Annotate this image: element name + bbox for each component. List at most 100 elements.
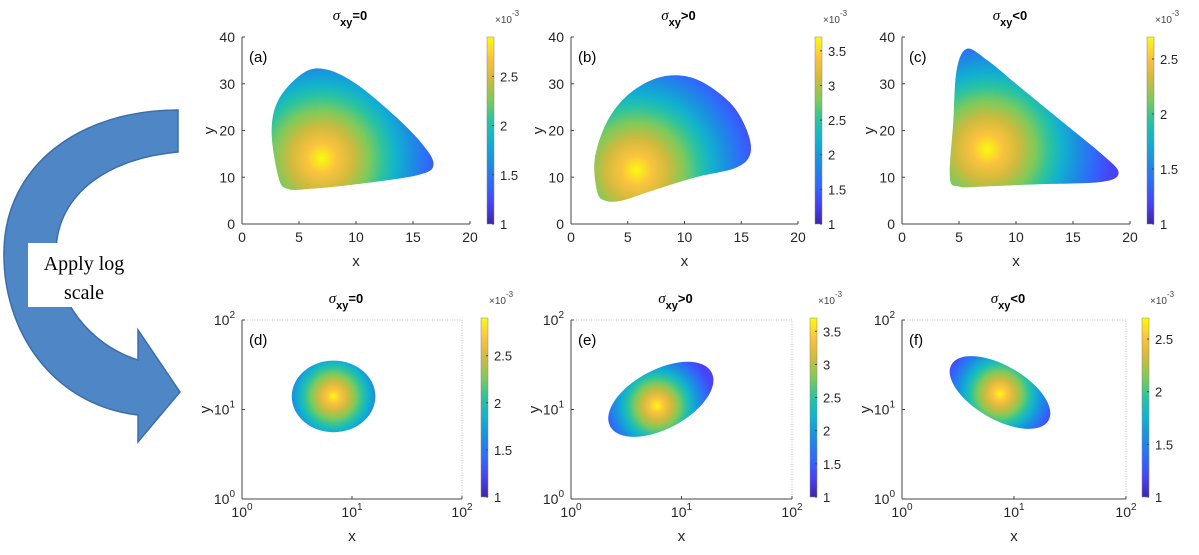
colorbar-gradient <box>809 317 818 498</box>
colorbar-tick-label: 1 <box>1155 490 1162 505</box>
x-tick-label: 0 <box>898 229 906 245</box>
colorbar: 1 1.5 2 2.5 3 3.5 ×10-3 <box>814 9 848 232</box>
colorbar: 1 1.5 2 2.5 3 3.5 ×10-3 <box>809 290 843 505</box>
y-tick-label: 101 <box>214 400 236 418</box>
x-tick-label: 15 <box>405 229 421 245</box>
x-axis-label: x <box>1012 253 1020 270</box>
curved-arrow-icon <box>3 109 181 445</box>
x-tick-label: 101 <box>671 502 693 520</box>
chart-title: σxy=0 <box>333 8 367 29</box>
chart-panel-c: 0 5 10 15 20 0 10 20 30 40 x y (c) σxy<0 1 1.5 2 2.5 ×10-3 <box>861 8 1180 270</box>
colorbar: 1 1.5 2 2.5 ×10-3 <box>486 9 520 232</box>
x-tick-label: 0 <box>238 229 246 245</box>
y-axis-label: y <box>530 126 547 134</box>
y-tick-label: 40 <box>879 29 895 45</box>
x-tick-label: 101 <box>1003 502 1025 520</box>
y-axis-label: y <box>197 405 214 413</box>
chart-title: σxy<0 <box>991 291 1025 312</box>
colorbar-tick-label: 2 <box>500 119 507 134</box>
x-axis-label: x <box>348 528 356 545</box>
colorbar-multiplier: ×10-3 <box>1155 9 1180 26</box>
chart-title: σxy>0 <box>661 8 695 29</box>
y-tick-label: 0 <box>227 216 235 232</box>
colorbar-tick-label: 2.5 <box>1160 52 1178 67</box>
colorbar-tick-label: 1 <box>828 217 835 232</box>
colorbar-gradient <box>1146 36 1155 225</box>
y-tick-label: 10 <box>219 169 235 185</box>
y-tick-label: 40 <box>219 29 235 45</box>
y-tick-label: 102 <box>214 310 236 328</box>
y-tick-label: 100 <box>874 489 896 507</box>
colorbar-tick-label: 3 <box>828 78 835 93</box>
y-tick-label: 100 <box>543 489 565 507</box>
arrow-label-line2: scale <box>64 282 104 304</box>
colorbar-tick-label: 2 <box>1160 107 1167 122</box>
colorbar-tick-label: 3 <box>823 357 830 372</box>
colorbar-tick-label: 2 <box>828 148 835 163</box>
x-tick-label: 102 <box>1115 502 1137 520</box>
colorbar-tick-label: 1.5 <box>828 182 846 197</box>
chart-title: σxy<0 <box>993 8 1027 29</box>
colorbar-multiplier: ×10-3 <box>489 290 514 307</box>
colorbar-tick-label: 3.5 <box>823 324 841 339</box>
colorbar-tick-label: 2.5 <box>828 113 846 128</box>
y-tick-label: 101 <box>543 400 565 418</box>
x-axis-label: x <box>681 253 689 270</box>
chart-panel-b: 0 5 10 15 20 0 10 20 30 40 x y (b) σxy>0 1 1.5 2 2.5 3 3.5 ×… <box>530 8 848 270</box>
colorbar: 1 1.5 2 2.5 ×10-3 <box>1141 290 1175 505</box>
x-tick-label: 15 <box>1065 229 1081 245</box>
y-tick-label: 30 <box>219 76 235 92</box>
x-tick-label: 10 <box>677 229 693 245</box>
arrow-label-line1: Apply log <box>44 253 125 275</box>
colorbar: 1 1.5 2 2.5 ×10-3 <box>480 290 514 505</box>
x-tick-label: 102 <box>451 502 473 520</box>
colorbar-tick-label: 2 <box>494 396 501 411</box>
colorbar-multiplier: ×10-3 <box>818 290 843 307</box>
y-axis-label: y <box>201 126 218 134</box>
chart-panel-a: 0 5 10 15 20 0 10 20 30 40 x y (a) σxy=0 1 1.5 2 2.5 ×10-3 <box>201 8 520 270</box>
panel-label: (e) <box>578 332 596 349</box>
y-axis-label: y <box>526 405 543 413</box>
x-axis-label: x <box>678 528 686 545</box>
colorbar-gradient <box>480 317 489 498</box>
x-tick-label: 10 <box>348 229 364 245</box>
chart-panel-d: 100 101 102 100 101 102 x y (d) σxy=0 1 1.5 2 2.5 ×10-… <box>197 290 514 545</box>
y-tick-label: 40 <box>548 29 564 45</box>
y-tick-label: 102 <box>874 310 896 328</box>
y-tick-label: 0 <box>887 216 895 232</box>
x-tick-label: 0 <box>567 229 575 245</box>
colorbar-tick-label: 2.5 <box>500 69 518 84</box>
x-tick-label: 10 <box>1008 229 1024 245</box>
x-axis-label: x <box>352 253 360 270</box>
colorbar-tick-label: 1 <box>1160 217 1167 232</box>
x-tick-label: 20 <box>790 229 806 245</box>
y-axis-label: y <box>861 126 878 134</box>
colorbar-tick-label: 2 <box>823 424 830 439</box>
y-tick-label: 100 <box>214 489 236 507</box>
x-tick-label: 20 <box>1122 229 1138 245</box>
x-tick-label: 5 <box>295 229 303 245</box>
x-tick-label: 15 <box>733 229 749 245</box>
colorbar-tick-label: 3.5 <box>828 44 846 59</box>
colorbar-gradient <box>486 36 495 225</box>
chart-panel-f: 100 101 102 100 101 102 x y (f) σxy<0 1 1.5 2 2.5 ×10-… <box>857 290 1175 545</box>
y-tick-label: 30 <box>548 76 564 92</box>
y-axis-label: y <box>857 405 874 413</box>
colorbar: 1 1.5 2 2.5 ×10-3 <box>1146 9 1180 232</box>
x-tick-label: 20 <box>462 229 478 245</box>
colorbar-tick-label: 2.5 <box>1155 332 1173 347</box>
colorbar-tick-label: 1.5 <box>1155 437 1173 452</box>
colorbar-tick-label: 2 <box>1155 385 1162 400</box>
colorbar-tick-label: 1.5 <box>823 457 841 472</box>
x-axis-label: x <box>1010 528 1018 545</box>
chart-panel-e: 100 101 102 100 101 102 x y (e) σxy>0 1 1.5 2 2.5 3 3.5… <box>526 290 843 545</box>
y-tick-label: 10 <box>879 169 895 185</box>
colorbar-multiplier: ×10-3 <box>823 9 848 26</box>
colorbar-multiplier: ×10-3 <box>1150 290 1175 307</box>
panel-label: (b) <box>578 49 596 66</box>
y-tick-label: 101 <box>874 400 896 418</box>
y-tick-label: 102 <box>543 310 565 328</box>
chart-title: σxy>0 <box>658 291 692 312</box>
x-tick-label: 100 <box>891 502 913 520</box>
